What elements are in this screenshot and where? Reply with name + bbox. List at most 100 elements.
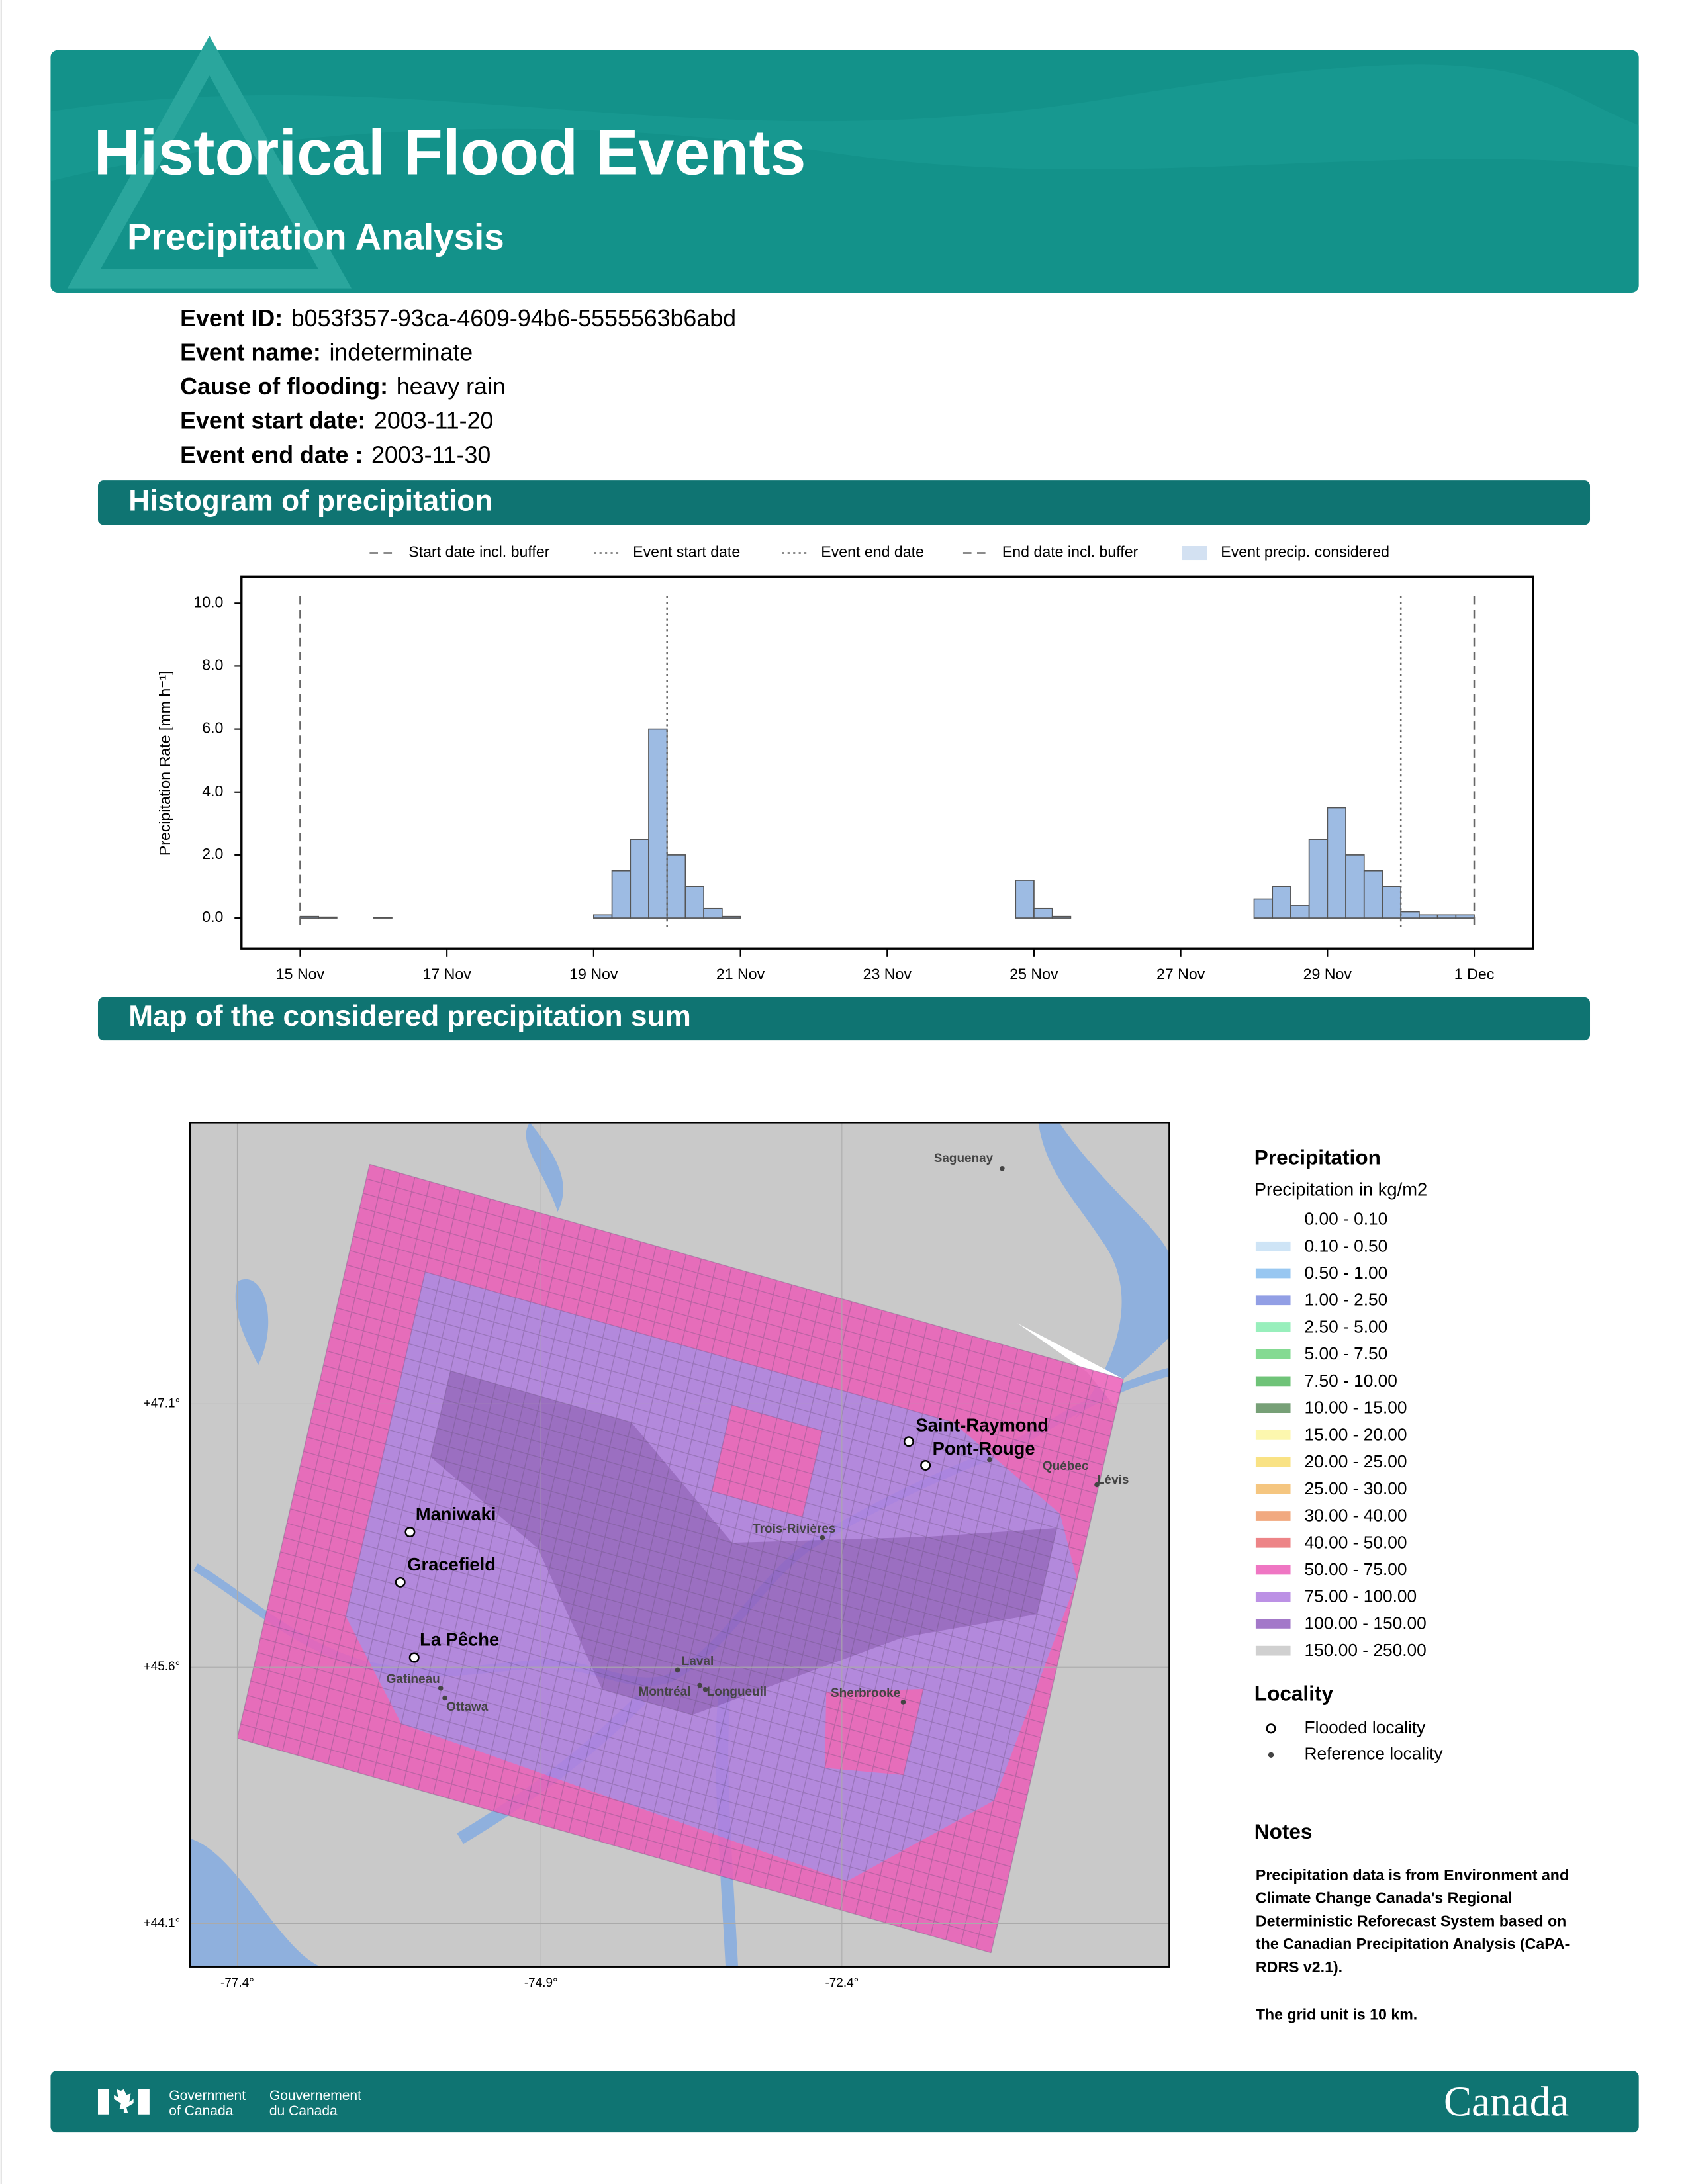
x-tick-label: 27 Nov <box>1156 965 1205 982</box>
legend-flooded <box>1266 1723 1276 1734</box>
field-label: Event end date : <box>180 442 363 469</box>
locality-label: Gatineau <box>387 1672 440 1686</box>
legend-label: 1.00 - 2.50 <box>1305 1290 1388 1310</box>
precip-cells <box>470 1227 923 1776</box>
locality-label: La Pêche <box>420 1629 499 1649</box>
locality-label: Trois-Rivières <box>753 1522 835 1536</box>
notes-line: The grid unit is 10 km. <box>1256 2005 1417 2023</box>
legend-label: 20.00 - 25.00 <box>1305 1451 1407 1471</box>
grid-lines <box>236 1163 1124 1954</box>
legend-swatch <box>1255 1537 1291 1548</box>
footer-text: du Canada <box>269 2103 338 2118</box>
y-tick-label: 8.0 <box>202 657 223 674</box>
locality-label: Ottawa <box>446 1700 489 1714</box>
x-tick-label: 17 Nov <box>422 965 471 982</box>
lon-label: -72.4° <box>825 1976 859 1990</box>
bar <box>1033 907 1053 919</box>
field-label: Event start date: <box>180 408 365 434</box>
footer-text: Government <box>169 2088 246 2103</box>
legend-swatch <box>1255 1592 1291 1602</box>
bar <box>1400 911 1420 919</box>
bar <box>1436 914 1457 919</box>
x-tick-label: 19 Nov <box>569 965 618 982</box>
bar <box>630 839 649 919</box>
bar <box>666 854 686 919</box>
subtitle: Precipitation Analysis <box>127 216 504 257</box>
y-tick-label: 10.0 <box>193 593 223 610</box>
legend-label: Start date incl. buffer <box>408 543 549 561</box>
y-axis-label: Precipitation Rate [mm h⁻¹] <box>156 670 173 856</box>
notes-line: RDRS v2.1). <box>1256 1958 1342 1976</box>
flooded-locality <box>920 1460 931 1471</box>
legend-label: 75.00 - 100.00 <box>1305 1586 1417 1606</box>
legend-swatch <box>1255 1295 1291 1306</box>
legend-label: 7.50 - 10.00 <box>1305 1371 1397 1390</box>
notes-title: Notes <box>1254 1819 1313 1843</box>
legend-reference <box>1268 1752 1274 1758</box>
lat-label: +44.1° <box>144 1916 181 1930</box>
legend-title: Locality <box>1254 1682 1334 1706</box>
locality-label: Québec <box>1043 1459 1088 1473</box>
flag <box>97 2089 150 2115</box>
wordmark: Canada <box>1444 2079 1569 2125</box>
field-value: 2003-11-20 <box>374 408 493 434</box>
legend-label: Event start date <box>633 543 740 561</box>
field-label: Cause of flooding: <box>180 374 388 400</box>
reference-locality <box>1094 1482 1100 1488</box>
legend-subtitle: Precipitation in kg/m2 <box>1254 1179 1427 1200</box>
legend-label: 100.00 - 150.00 <box>1305 1613 1427 1633</box>
locality-label: Sherbrooke <box>831 1686 900 1700</box>
y-tick-label: 6.0 <box>202 719 223 737</box>
notes-line: the Canadian Precipitation Analysis (CaP… <box>1256 1935 1570 1952</box>
legend-swatch <box>1255 1214 1291 1224</box>
notes-line: Climate Change Canada's Regional <box>1256 1889 1512 1907</box>
legend-label: Flooded locality <box>1305 1717 1427 1737</box>
field-value: heavy rain <box>397 374 506 400</box>
reference-locality <box>675 1667 680 1673</box>
legend-label: 25.00 - 30.00 <box>1305 1479 1407 1498</box>
reference-locality <box>900 1700 906 1705</box>
legend-label: 5.00 - 7.50 <box>1305 1343 1388 1363</box>
event-field: Event end date : 2003-11-30 <box>180 442 491 469</box>
legend-swatch <box>1255 1268 1291 1279</box>
locality-label: Longueuil <box>707 1685 767 1699</box>
legend-label: Event precip. considered <box>1221 543 1389 561</box>
legend-label: 10.00 - 15.00 <box>1305 1398 1407 1418</box>
precip-cells <box>430 1371 1057 1715</box>
y-tick-label: 4.0 <box>202 782 223 799</box>
y-tick-label: 0.0 <box>202 908 223 925</box>
event-field: Event name: indeterminate <box>180 340 473 366</box>
legend-swatch <box>1255 1565 1291 1575</box>
event-field: Cause of flooding: heavy rain <box>180 374 506 400</box>
legend-label: 0.00 - 0.10 <box>1305 1209 1388 1229</box>
locality-label: Saint-Raymond <box>915 1414 1049 1435</box>
locality-label: Gracefield <box>407 1554 496 1574</box>
legend-label: 50.00 - 75.00 <box>1305 1559 1407 1579</box>
notes-line: Precipitation data is from Environment a… <box>1256 1866 1569 1884</box>
bar <box>593 914 613 919</box>
reference-locality <box>702 1687 708 1692</box>
footer-band <box>50 2071 1639 2133</box>
section-bar <box>97 997 1591 1041</box>
bar <box>721 915 741 919</box>
field-value: b053f357-93ca-4609-94b6-5555563b6abd <box>291 306 736 332</box>
bar <box>648 728 668 919</box>
bar <box>1419 914 1438 919</box>
legend-swatch <box>1255 1457 1291 1467</box>
y-tick-label: 2.0 <box>202 845 223 862</box>
bar <box>318 916 338 919</box>
legend-swatch <box>1182 546 1207 561</box>
legend-swatch <box>1255 1322 1291 1332</box>
bar <box>299 915 319 919</box>
field-value: 2003-11-30 <box>371 442 491 469</box>
bar <box>1308 839 1329 919</box>
legend-label: Reference locality <box>1305 1744 1444 1764</box>
locality-label: Pont-Rouge <box>933 1438 1035 1459</box>
section-bar <box>97 480 1591 525</box>
reference-locality <box>1000 1165 1005 1171</box>
legend-swatch <box>1255 1484 1291 1494</box>
content: Historical Flood Events Precipitation Ana… <box>94 116 1570 2124</box>
locality-label: Laval <box>682 1655 714 1668</box>
legend-swatch <box>1255 1241 1291 1251</box>
reference-locality <box>438 1685 444 1691</box>
